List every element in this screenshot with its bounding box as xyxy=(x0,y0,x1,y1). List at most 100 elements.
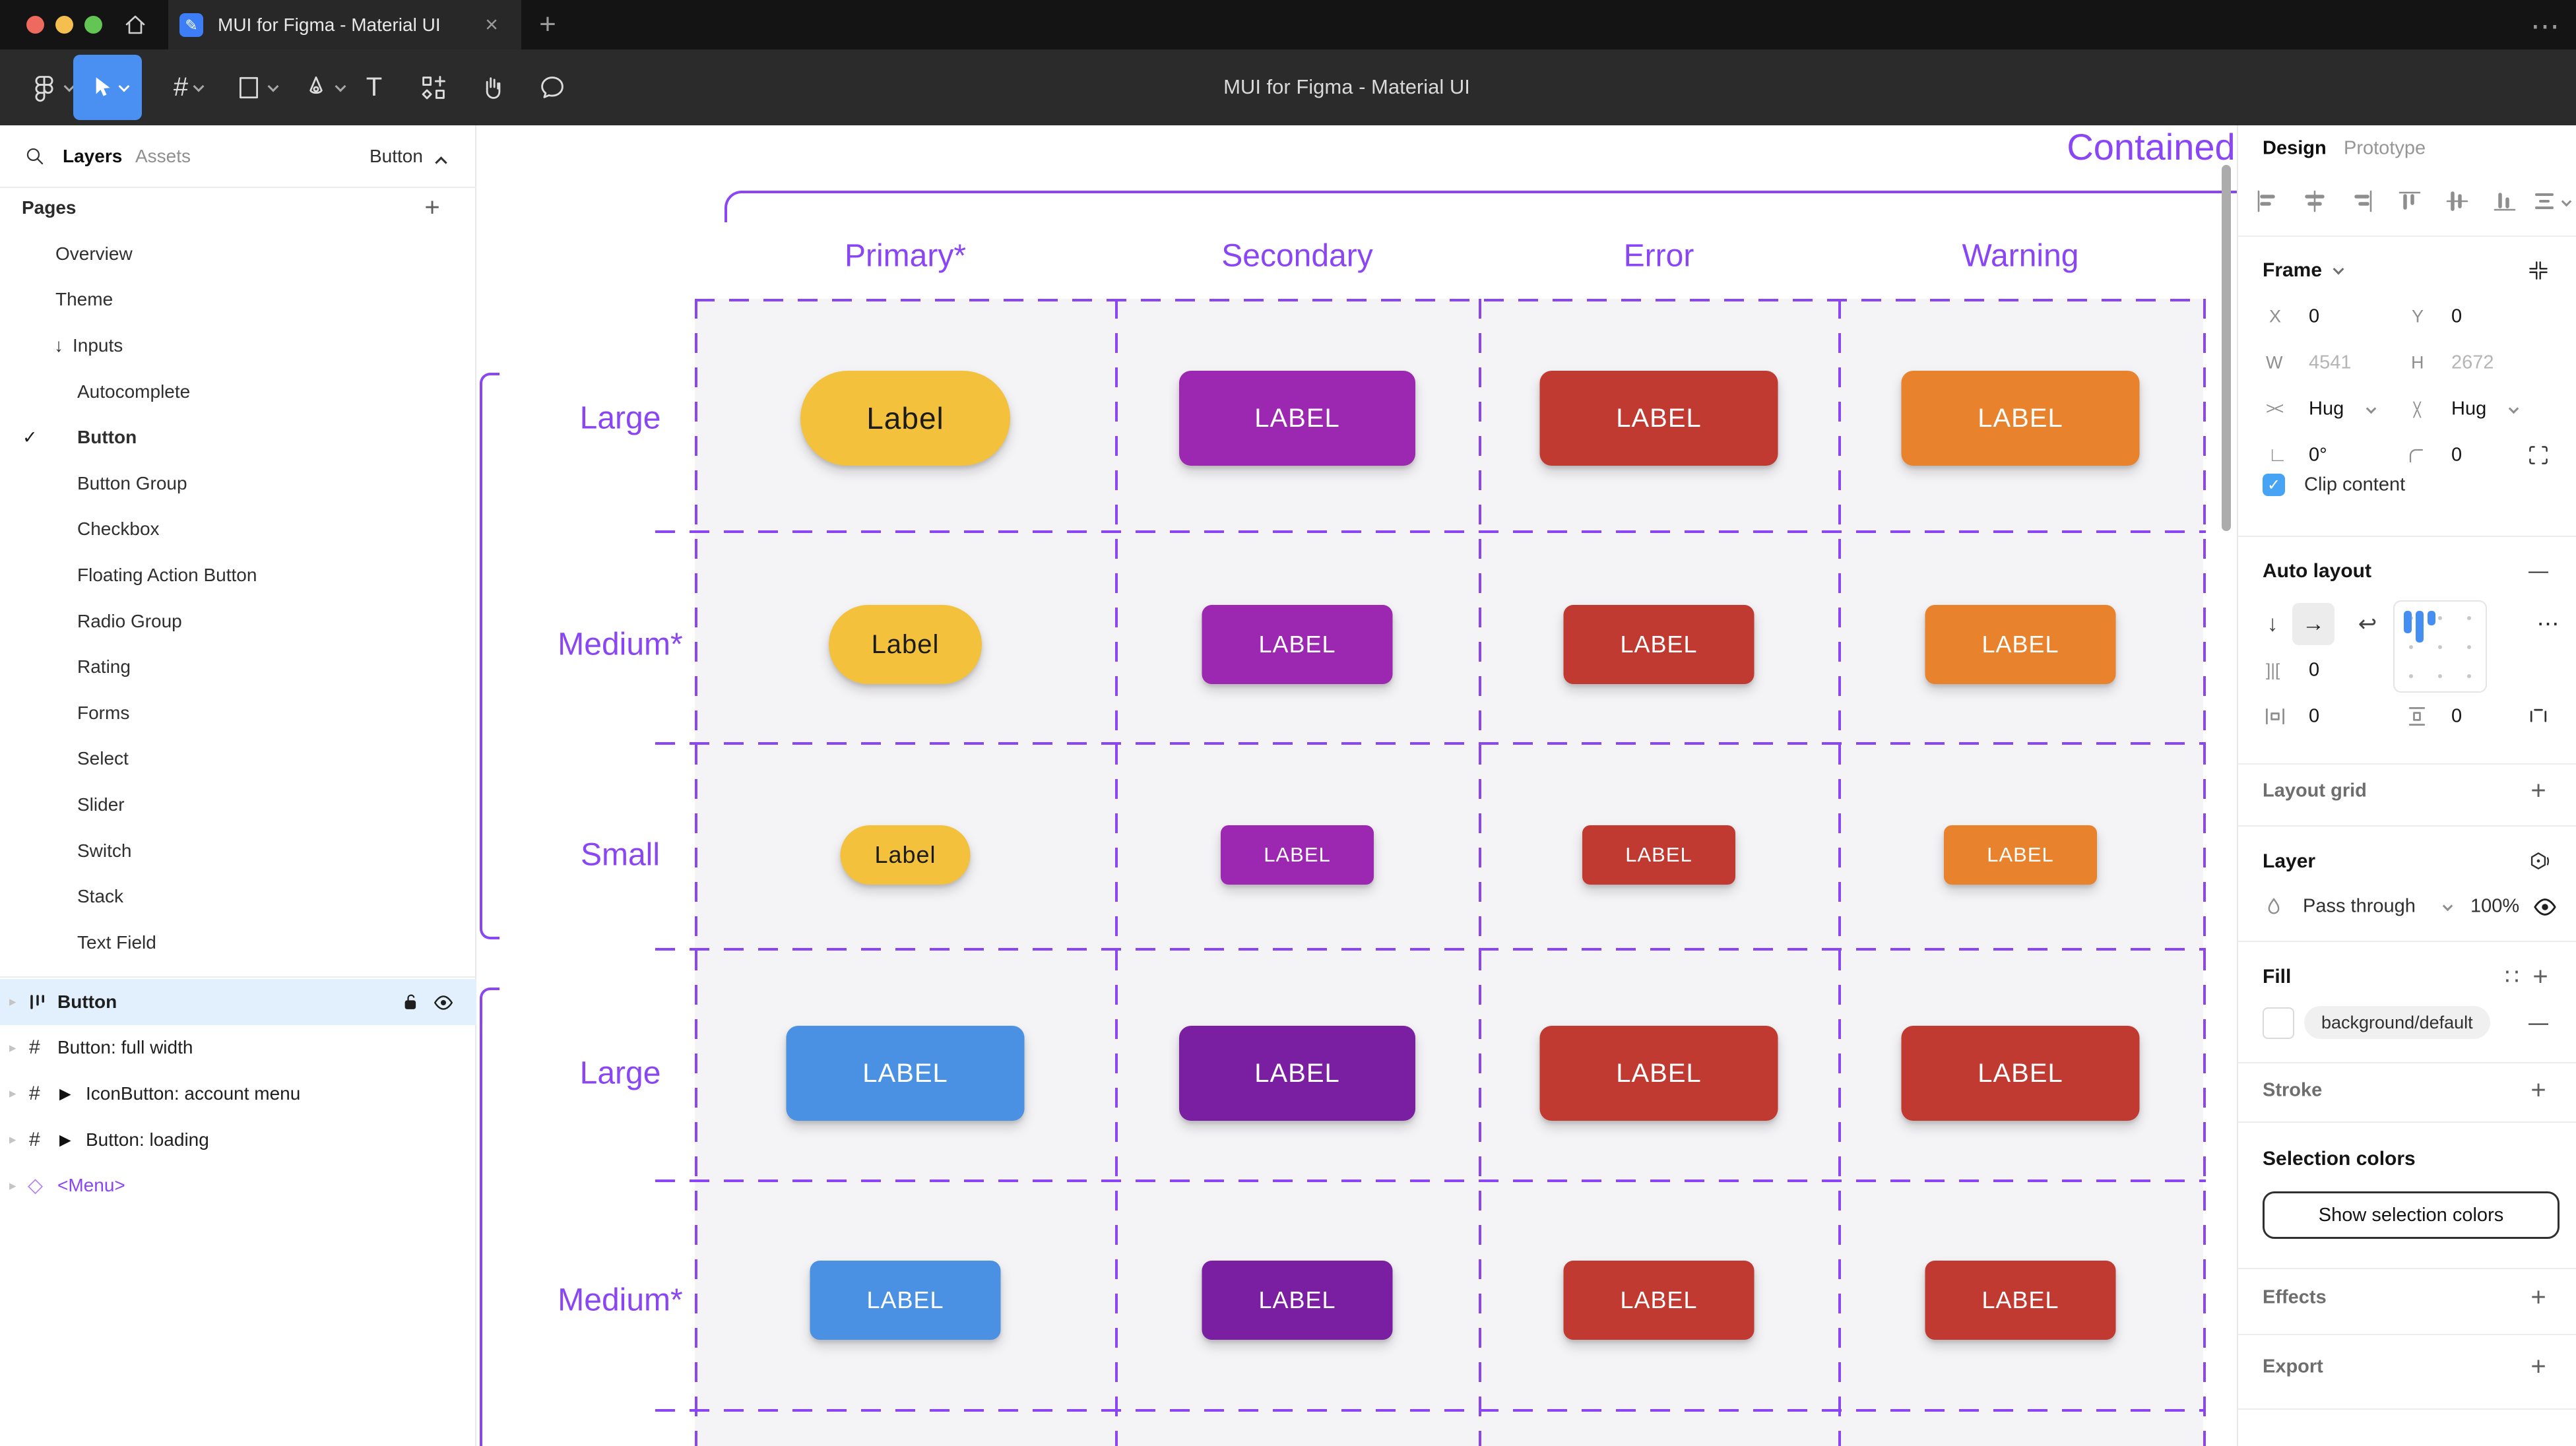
distribute-icon[interactable] xyxy=(2531,188,2558,214)
contained-button[interactable]: LABEL xyxy=(1202,605,1393,684)
chevron-down-icon[interactable] xyxy=(2366,404,2377,414)
horizontal-padding-value[interactable]: 0 xyxy=(2309,706,2319,728)
remove-fill-button[interactable]: — xyxy=(2528,1012,2548,1034)
gap-value[interactable]: 0 xyxy=(2309,660,2319,681)
visibility-icon[interactable] xyxy=(2532,895,2558,920)
fill-styles-icon[interactable]: ∷ xyxy=(2505,964,2519,990)
disclosure-icon[interactable]: ▸ xyxy=(9,1178,16,1194)
contained-button[interactable]: LABEL xyxy=(1540,1026,1778,1121)
search-icon[interactable] xyxy=(24,145,46,168)
align-horizontal-centers-icon[interactable] xyxy=(2302,188,2328,214)
auto-layout-horizontal-selected[interactable]: → xyxy=(2292,603,2334,645)
width-value[interactable]: 4541 xyxy=(2309,352,2352,374)
add-page-button[interactable]: + xyxy=(424,193,439,223)
page-item-floating-action-button[interactable]: Floating Action Button xyxy=(0,552,476,598)
blend-mode-icon[interactable] xyxy=(2527,850,2550,873)
page-item-switch[interactable]: Switch xyxy=(0,828,476,874)
contained-button[interactable]: LABEL xyxy=(1202,1261,1393,1340)
page-item-checkbox[interactable]: Checkbox xyxy=(0,507,476,553)
collapse-panel-icon[interactable] xyxy=(2527,259,2550,282)
chevron-down-icon[interactable] xyxy=(2509,404,2519,414)
align-vertical-centers-icon[interactable] xyxy=(2444,188,2470,214)
page-item-select[interactable]: Select xyxy=(0,736,476,782)
close-window-button[interactable] xyxy=(26,16,44,34)
page-item-autocomplete[interactable]: Autocomplete xyxy=(0,369,476,415)
align-right-icon[interactable] xyxy=(2349,188,2375,214)
page-item-text-field[interactable]: Text Field xyxy=(0,920,476,966)
x-value[interactable]: 0 xyxy=(2309,306,2319,328)
contained-button[interactable]: Label xyxy=(841,825,971,885)
page-item-button-group[interactable]: Button Group xyxy=(0,460,476,507)
contained-button[interactable]: LABEL xyxy=(1179,1026,1415,1121)
chevron-down-icon[interactable] xyxy=(2333,264,2344,275)
align-left-icon[interactable] xyxy=(2254,188,2280,214)
clip-content-checkbox[interactable]: ✓ xyxy=(2263,474,2285,496)
home-icon[interactable] xyxy=(122,12,148,38)
page-item-button[interactable]: ✓Button xyxy=(0,414,476,460)
rotation-value[interactable]: 0° xyxy=(2309,445,2327,466)
add-fill-button[interactable]: + xyxy=(2532,962,2548,992)
page-item-rating[interactable]: Rating xyxy=(0,644,476,690)
page-item-slider[interactable]: Slider xyxy=(0,782,476,828)
add-stroke-button[interactable]: + xyxy=(2530,1076,2546,1106)
add-layout-grid-button[interactable]: + xyxy=(2530,776,2546,806)
fill-style-chip[interactable]: background/default xyxy=(2304,1006,2490,1039)
minimize-window-button[interactable] xyxy=(55,16,73,34)
contained-button[interactable]: LABEL xyxy=(787,1026,1025,1121)
comment-tool-button[interactable] xyxy=(531,55,573,120)
page-item-theme[interactable]: Theme xyxy=(0,277,476,323)
page-item-overview[interactable]: Overview xyxy=(0,231,476,277)
opacity-value[interactable]: 100% xyxy=(2470,896,2519,918)
contained-button[interactable]: LABEL xyxy=(1179,371,1415,466)
clip-content-label[interactable]: Clip content xyxy=(2304,474,2405,496)
corner-radius-value[interactable]: 0 xyxy=(2451,445,2462,466)
disclosure-icon[interactable]: ▸ xyxy=(9,993,16,1010)
component-arrow-icon[interactable]: ▶ xyxy=(59,1131,71,1148)
frame-tool-button[interactable]: # xyxy=(155,55,221,120)
layer-item-iconbutton-account-menu[interactable]: ▸#▶IconButton: account menu xyxy=(0,1071,476,1117)
shape-tool-button[interactable] xyxy=(223,55,289,120)
align-bottom-icon[interactable] xyxy=(2492,188,2518,214)
maximize-window-button[interactable] xyxy=(84,16,102,34)
fill-color-swatch[interactable] xyxy=(2263,1007,2294,1039)
contained-button[interactable]: LABEL xyxy=(1944,825,2097,885)
contained-button[interactable]: LABEL xyxy=(1221,825,1374,885)
contained-button[interactable]: LABEL xyxy=(1925,1261,2116,1340)
disclosure-icon[interactable]: ▸ xyxy=(9,1040,16,1056)
contained-button[interactable]: Label xyxy=(829,605,982,684)
vertical-padding-value[interactable]: 0 xyxy=(2451,706,2462,728)
contained-button[interactable]: Label xyxy=(800,371,1010,466)
height-value[interactable]: 2672 xyxy=(2451,352,2494,374)
layer-item-button-loading[interactable]: ▸#▶Button: loading xyxy=(0,1117,476,1163)
contained-button[interactable]: LABEL xyxy=(1540,371,1778,466)
auto-layout-wrap-icon[interactable]: ↩ xyxy=(2358,611,2377,637)
layers-scope-button[interactable]: Button xyxy=(370,146,423,167)
disclosure-icon[interactable]: ▸ xyxy=(9,1131,16,1148)
pen-tool-button[interactable] xyxy=(290,55,356,120)
contained-button[interactable]: LABEL xyxy=(1902,371,2140,466)
contained-button[interactable]: LABEL xyxy=(1564,605,1755,684)
tab-assets[interactable]: Assets xyxy=(135,146,191,167)
canvas[interactable]: Contained Primary*SecondaryErrorWarningL… xyxy=(476,125,2237,1446)
resources-tool-button[interactable] xyxy=(412,55,455,120)
component-arrow-icon[interactable]: ▶ xyxy=(59,1084,71,1102)
contained-button[interactable]: LABEL xyxy=(1582,825,1735,885)
file-title[interactable]: MUI for Figma - Material UI xyxy=(1223,75,1470,99)
page-item-radio-group[interactable]: Radio Group xyxy=(0,598,476,644)
hand-tool-button[interactable] xyxy=(472,55,514,120)
tab-prototype[interactable]: Prototype xyxy=(2344,138,2426,160)
auto-layout-more-icon[interactable]: ⋯ xyxy=(2537,611,2560,637)
align-top-icon[interactable] xyxy=(2397,188,2423,214)
contained-button[interactable]: LABEL xyxy=(810,1261,1001,1340)
move-tool-button[interactable] xyxy=(73,55,142,120)
remove-auto-layout-button[interactable]: — xyxy=(2528,560,2548,582)
frame-title[interactable]: Contained xyxy=(1953,125,2237,168)
lock-open-icon[interactable] xyxy=(401,992,421,1012)
frame-type-label[interactable]: Frame xyxy=(2263,259,2322,282)
tab-mui-for-figma[interactable]: ✎ MUI for Figma - Material UI × xyxy=(168,0,521,49)
window-more-menu-icon[interactable]: ⋯ xyxy=(2530,10,2561,44)
page-item-stack[interactable]: Stack xyxy=(0,873,476,920)
chevron-down-icon[interactable] xyxy=(2561,197,2572,207)
alignment-widget[interactable] xyxy=(2393,600,2487,693)
new-tab-button[interactable]: + xyxy=(539,8,556,41)
